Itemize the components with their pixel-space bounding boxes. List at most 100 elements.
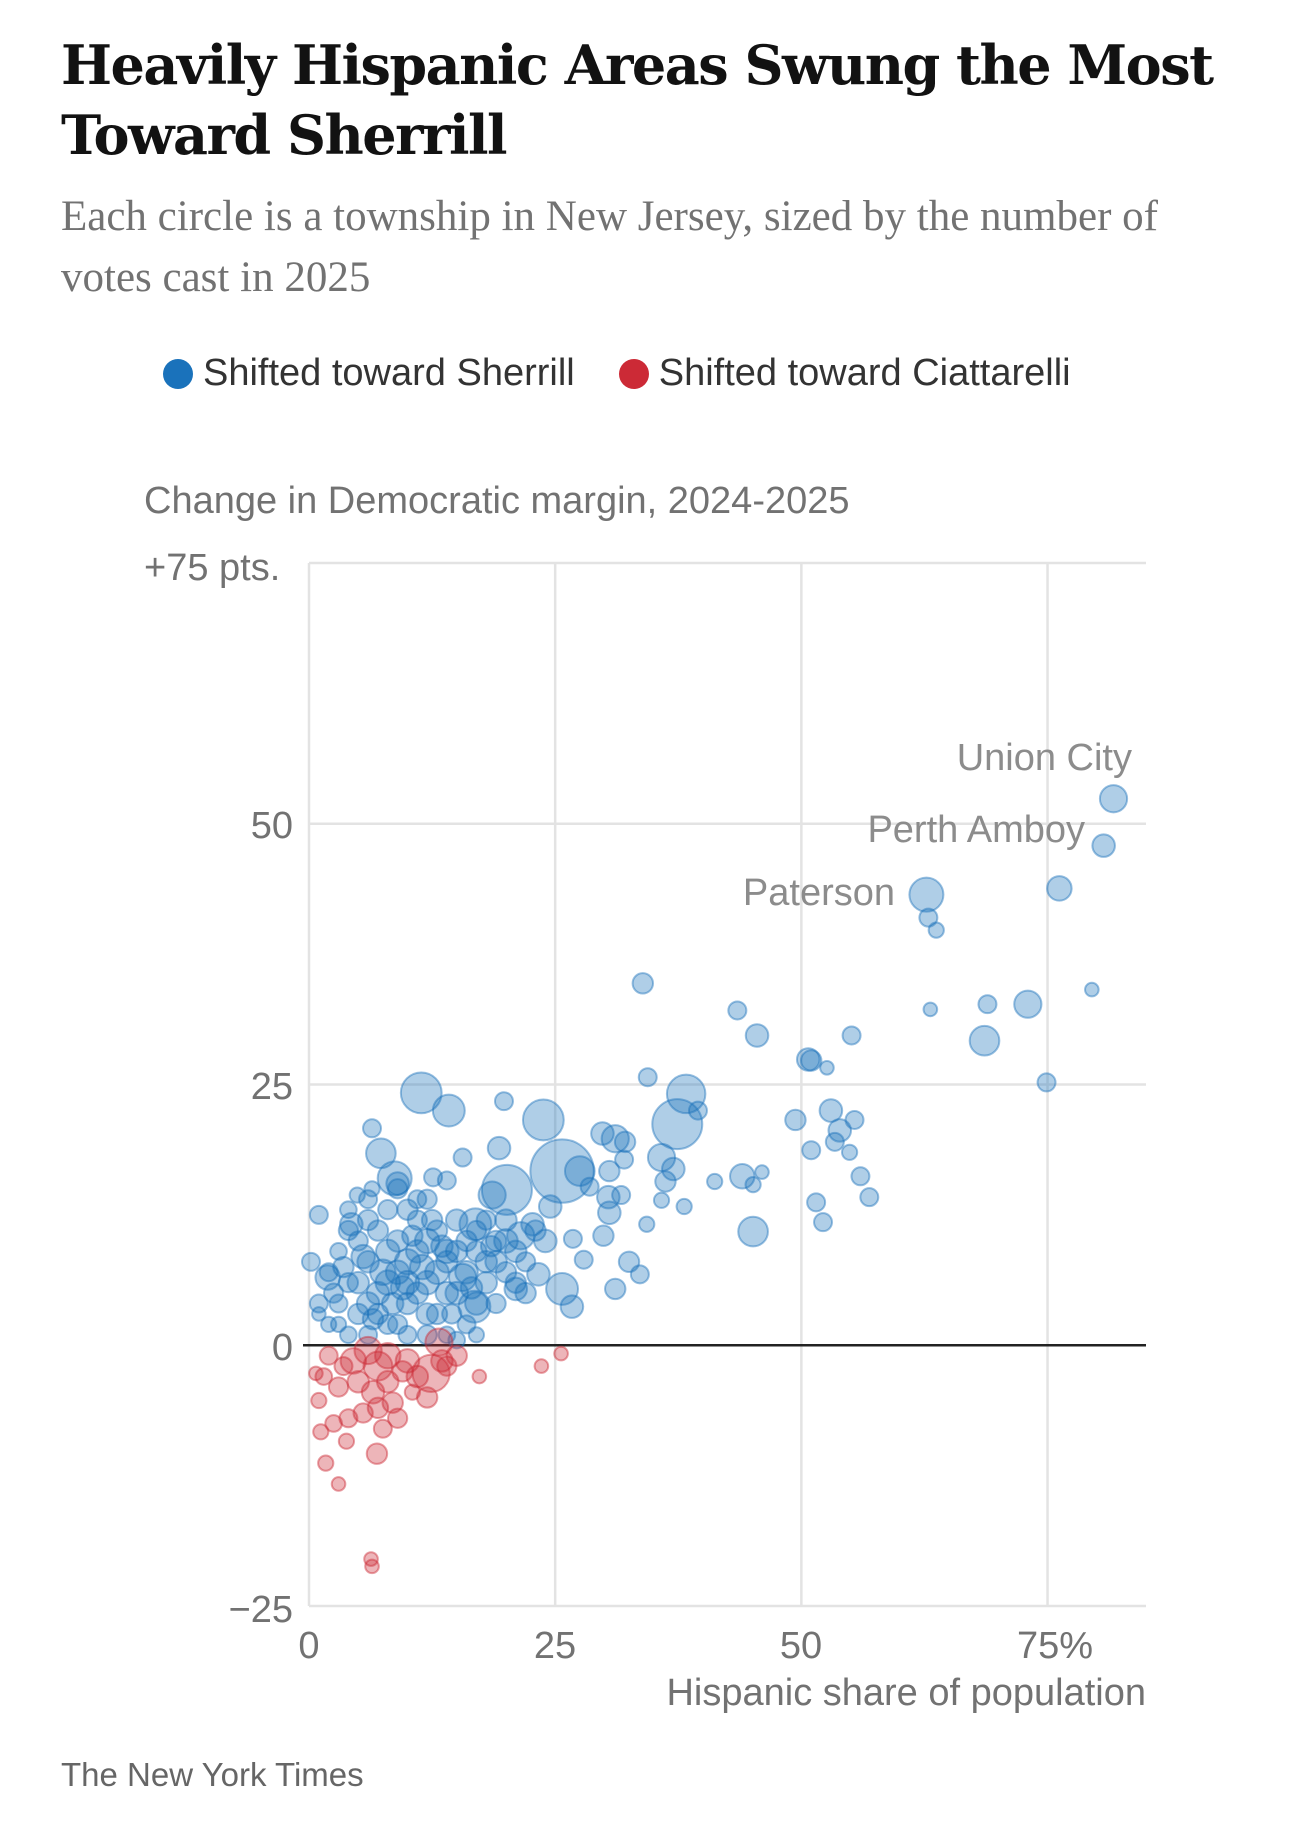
data-point-sherrill <box>431 1093 466 1128</box>
data-point-sherrill <box>484 1250 508 1274</box>
data-point-sherrill <box>396 1198 419 1221</box>
data-point-sherrill <box>416 1324 438 1346</box>
data-point-sherrill <box>459 1276 484 1300</box>
data-point-sherrill <box>332 1255 355 1279</box>
legend-label: Shifted toward Sherrill <box>203 352 575 394</box>
data-point-sherrill <box>654 1170 677 1193</box>
chart-title: Heavily Hispanic Areas Swung the Most To… <box>61 33 1214 167</box>
data-point-ciattarelli <box>411 1353 451 1394</box>
legend-label: Shifted toward Ciattarelli <box>658 352 1071 394</box>
data-point-sherrill <box>614 1149 635 1170</box>
data-point-ciattarelli <box>372 1418 393 1439</box>
data-point-sherrill <box>397 1324 418 1345</box>
data-point-sherrill <box>806 1192 827 1213</box>
data-point-sherrill <box>408 1253 436 1281</box>
data-point-sherrill <box>818 1098 844 1123</box>
data-point-sherrill <box>559 1294 585 1319</box>
data-point-sherrill <box>444 1239 469 1264</box>
x-tick-label: 75% <box>1017 1625 1093 1667</box>
data-point-sherrill <box>425 1302 449 1326</box>
legend-swatch-red <box>618 358 649 389</box>
data-point-ciattarelli <box>363 1551 379 1567</box>
data-point-ciattarelli <box>360 1379 386 1405</box>
data-point-sherrill <box>393 1248 422 1276</box>
data-point-ciattarelli <box>366 1396 390 1420</box>
data-point-sherrill <box>452 1147 473 1168</box>
data-point-sherrill <box>348 1186 366 1204</box>
data-point-sherrill <box>651 1098 704 1151</box>
data-point-sherrill <box>537 1194 563 1219</box>
data-point-ciattarelli <box>424 1327 454 1357</box>
y-tick-label: 25 <box>251 1066 293 1108</box>
data-point-sherrill <box>318 1262 339 1283</box>
data-point-sherrill <box>485 1292 507 1315</box>
data-point-sherrill <box>850 1166 871 1187</box>
y-tick-label: 0 <box>272 1327 293 1369</box>
data-point-sherrill <box>637 1067 658 1088</box>
data-point-sherrill <box>859 1187 880 1208</box>
data-point-ciattarelli <box>324 1414 343 1433</box>
data-point-sherrill <box>337 1272 360 1294</box>
data-point-ciattarelli <box>308 1365 324 1382</box>
data-point-sherrill <box>339 1200 358 1219</box>
data-point-ciattarelli <box>533 1358 550 1374</box>
data-point-sherrill <box>841 1025 862 1046</box>
data-point-sherrill <box>504 1239 528 1264</box>
data-point-sherrill <box>385 1171 410 1196</box>
data-point-sherrill <box>366 1302 390 1326</box>
data-point-sherrill <box>329 1242 348 1261</box>
data-point-sherrill <box>784 1108 807 1132</box>
data-point-sherrill <box>339 1211 364 1237</box>
data-point-sherrill <box>384 1259 411 1286</box>
data-point-sherrill <box>922 1001 939 1018</box>
data-point-sherrill <box>395 1291 420 1316</box>
data-point-sherrill <box>387 1178 409 1200</box>
data-point-sherrill <box>415 1302 439 1326</box>
data-point-sherrill <box>744 1176 762 1194</box>
data-point-sherrill <box>675 1197 693 1216</box>
data-point-sherrill <box>376 1160 413 1197</box>
data-point-sherrill <box>504 1271 527 1294</box>
data-point-sherrill <box>727 1000 748 1021</box>
data-point-sherrill <box>337 1219 360 1242</box>
data-point-ciattarelli <box>391 1360 414 1383</box>
data-point-ciattarelli <box>471 1368 488 1385</box>
data-point-sherrill <box>467 1326 486 1344</box>
data-point-sherrill <box>434 1280 460 1306</box>
data-point-ciattarelli <box>339 1347 368 1375</box>
data-point-sherrill <box>590 1121 615 1146</box>
data-point-sherrill <box>968 1024 1001 1057</box>
data-point-sherrill <box>361 1307 385 1331</box>
data-point-sherrill <box>465 1219 488 1242</box>
y-tick-label: 50 <box>251 805 293 847</box>
data-point-sherrill <box>813 1212 834 1233</box>
data-point-sherrill <box>430 1234 454 1258</box>
data-point-sherrill <box>484 1229 508 1253</box>
chart-subtitle: Each circle is a township in New Jersey,… <box>61 193 1158 301</box>
data-point-sherrill <box>795 1047 821 1072</box>
data-point-sherrill <box>339 1325 358 1345</box>
data-point-sherrill <box>592 1224 615 1247</box>
legend-swatch-blue <box>163 358 193 389</box>
data-point-sherrill <box>365 1280 391 1306</box>
data-point-sherrill <box>405 1281 430 1305</box>
data-point-sherrill <box>347 1230 369 1252</box>
data-point-sherrill <box>918 907 939 928</box>
data-point-sherrill <box>927 921 945 939</box>
data-point-sherrill <box>819 1060 835 1076</box>
data-point-ciattarelli <box>364 1558 380 1575</box>
data-point-sherrill <box>629 1264 650 1285</box>
data-point-sherrill <box>308 1204 329 1225</box>
data-point-sherrill <box>358 1324 379 1345</box>
data-point-sherrill <box>744 1023 770 1048</box>
data-point-sherrill <box>1036 1072 1057 1093</box>
data-point-sherrill <box>454 1259 479 1285</box>
y-tick-label: −25 <box>229 1589 293 1631</box>
data-point-sherrill <box>311 1306 327 1322</box>
data-point-sherrill <box>363 1180 381 1198</box>
data-point-sherrill <box>464 1291 489 1316</box>
data-point-sherrill <box>706 1172 724 1191</box>
data-point-sherrill <box>356 1250 380 1274</box>
data-point-sherrill <box>579 1176 600 1197</box>
data-point-sherrill <box>346 1270 370 1295</box>
